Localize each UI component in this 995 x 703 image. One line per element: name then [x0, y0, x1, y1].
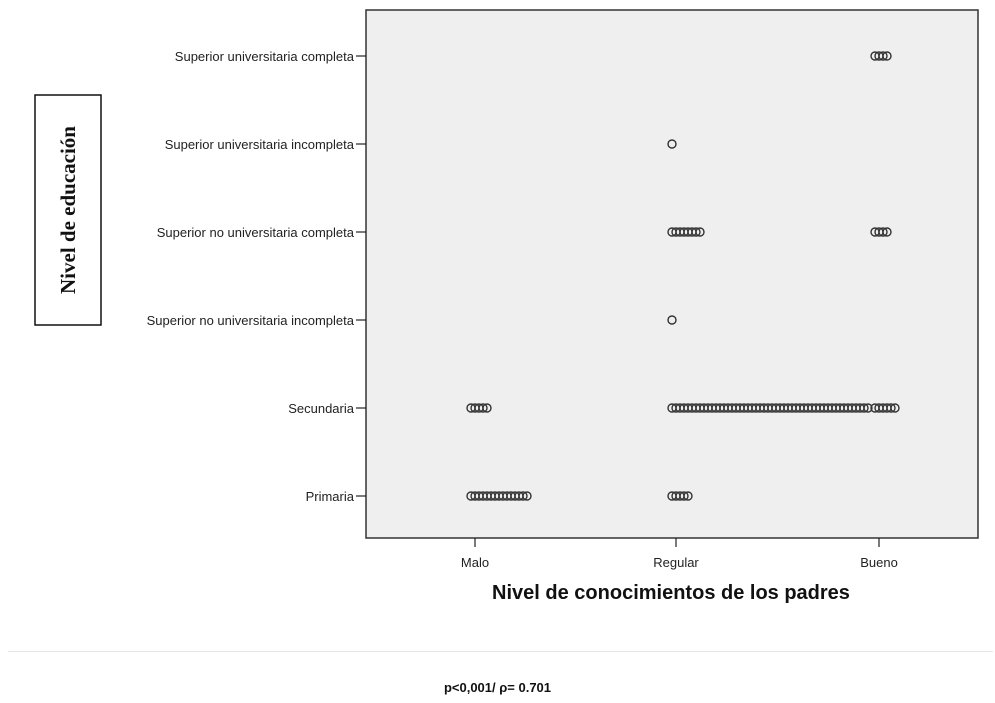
data-point: [886, 403, 896, 413]
y-tick-label-superior-no-universitaria-incompleta: Superior no universitaria incompleta: [147, 313, 355, 328]
data-point: [859, 403, 869, 413]
data-point: [683, 491, 693, 501]
point-group-malo-secundaria: [466, 403, 492, 413]
scatter-chart: Primaria Secundaria Superior no universita…: [34, 9, 979, 604]
point-group-regular-superior-no-universitaria-incompleta: [667, 315, 677, 325]
data-point: [522, 491, 532, 501]
data-point: [518, 491, 528, 501]
y-tick-label-secundaria: Secundaria: [288, 401, 355, 416]
x-tick-label-bueno: Bueno: [860, 555, 898, 570]
point-group-bueno-secundaria: [870, 403, 900, 413]
x-tick-label-regular: Regular: [653, 555, 699, 570]
data-point: [667, 139, 677, 149]
point-group-malo-primaria: [466, 491, 532, 501]
statistics-footnote: p<0,001/ ρ= 0.701: [443, 680, 552, 695]
data-points: [466, 51, 900, 501]
data-point: [478, 403, 488, 413]
x-axis-title: Nivel de conocimientos de los padres: [492, 582, 850, 604]
point-group-regular-primaria: [667, 491, 693, 501]
y-tick-label-superior-no-universitaria-completa: Superior no universitaria completa: [157, 225, 355, 240]
point-group-regular-secundaria: [667, 403, 873, 413]
data-point: [667, 315, 677, 325]
data-point: [878, 227, 888, 237]
data-point: [882, 51, 892, 61]
ylabel-box: [34, 94, 102, 326]
data-point: [878, 51, 888, 61]
point-group-regular-superior-no-universitaria-completa: [667, 227, 705, 237]
data-point: [695, 227, 705, 237]
data-point: [691, 227, 701, 237]
data-point: [890, 403, 900, 413]
x-axis: Malo Regular Bueno: [461, 538, 898, 570]
point-group-bueno-superior-no-universitaria-completa: [870, 227, 892, 237]
data-point: [679, 491, 689, 501]
data-point: [863, 403, 873, 413]
plot-area: [365, 9, 979, 539]
separator: [8, 651, 993, 652]
point-group-regular-superior-universitaria-incompleta: [667, 139, 677, 149]
point-group-bueno-superior-universitaria-completa: [870, 51, 892, 61]
x-tick-label-malo: Malo: [461, 555, 489, 570]
y-tick-label-superior-universitaria-incompleta: Superior universitaria incompleta: [165, 137, 355, 152]
y-tick-label-superior-universitaria-completa: Superior universitaria completa: [175, 49, 355, 64]
y-tick-label-primaria: Primaria: [306, 489, 355, 504]
y-axis-title: Nivel de educación: [56, 126, 80, 294]
y-axis: Primaria Secundaria Superior no universita…: [147, 49, 366, 504]
data-point: [482, 403, 492, 413]
data-point: [882, 227, 892, 237]
